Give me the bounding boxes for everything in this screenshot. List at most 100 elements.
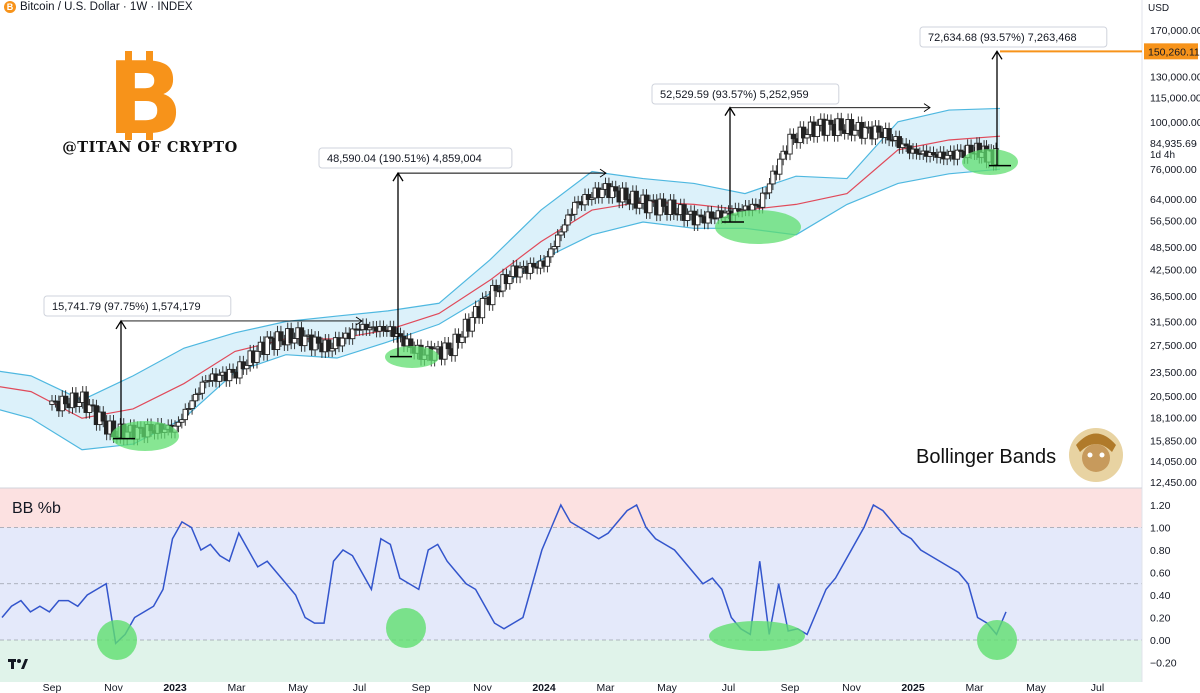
bitcoin-coin-icon: B [4, 1, 16, 13]
pctb-tick-label: 1.00 [1150, 523, 1171, 535]
bitcoin-logo-icon: B [107, 40, 183, 157]
pctb-oversold-highlight [709, 621, 805, 651]
bitcoin-logo-bottom-bar [125, 128, 132, 140]
candle-body [968, 144, 974, 154]
candle-body [763, 192, 769, 195]
candle-body [698, 214, 704, 218]
candle-body [572, 201, 578, 215]
time-tick-label: Jul [722, 682, 735, 693]
candle-body [585, 194, 592, 200]
candle-body [329, 348, 335, 352]
candle-body [647, 200, 653, 214]
candle-body [886, 128, 892, 141]
candle-body [930, 152, 937, 156]
price-tick-label: 20,500.00 [1150, 391, 1197, 403]
candle-body [63, 395, 69, 405]
candle-body [568, 213, 574, 216]
pctb-tick-label: 0.60 [1150, 568, 1171, 580]
oversold-highlight [111, 421, 179, 451]
candle-body [671, 199, 677, 215]
candle-body [278, 331, 284, 342]
candle-body [777, 158, 783, 175]
candle-body [565, 214, 571, 226]
measure-label-box [651, 83, 840, 105]
pctb-oversold-highlight [386, 608, 426, 648]
price-tick-label: 100,000.00 [1150, 117, 1200, 129]
currency-label[interactable]: USD [1148, 3, 1170, 14]
time-tick-label: Mar [227, 682, 246, 693]
pctb-tick-label: 0.40 [1150, 590, 1171, 602]
time-tick-label: May [1026, 682, 1047, 693]
candle-body [558, 231, 564, 236]
tv-logo-dot [17, 659, 21, 663]
measure-label: 15,741.79 (97.75%) 1,574,179 [52, 301, 201, 313]
candle-body [391, 326, 397, 337]
candle-body [609, 186, 615, 199]
measure-label: 48,590.04 (190.51%) 4,859,004 [327, 153, 482, 165]
candle-body [876, 125, 882, 133]
candle-body [216, 374, 223, 382]
candle-body [291, 338, 298, 344]
candle-body [589, 197, 595, 200]
candle-body [749, 203, 756, 211]
candle-body [264, 336, 270, 355]
chart-header: B Bitcoin / U.S. Dollar · 1W · INDEX [4, 1, 193, 13]
candle-body [479, 298, 486, 319]
candle-body [896, 136, 902, 149]
time-tick-label: May [657, 682, 678, 693]
candle-body [790, 133, 797, 140]
candle-body [493, 284, 499, 292]
pctb-tick-label: 0.80 [1150, 545, 1171, 557]
brand-handle: @TITAN OF CRYPTO [62, 139, 237, 156]
measure-h-arrowhead [599, 168, 607, 178]
time-tick-label: Sep [781, 682, 800, 693]
candle-body [189, 400, 195, 409]
candle-body [787, 133, 793, 155]
avatar-face [1082, 444, 1110, 472]
candle-body [766, 183, 773, 194]
candle-body [633, 190, 639, 209]
time-tick-label: Sep [412, 682, 431, 693]
candle-body [862, 126, 868, 139]
measure-h-arrowhead [923, 103, 931, 113]
measure-label: 72,634.68 (93.57%) 7,263,468 [928, 32, 1077, 44]
time-tick-label: 2025 [901, 682, 925, 693]
candle-body [442, 342, 448, 360]
candle-body [913, 148, 920, 154]
candle-body [445, 342, 451, 350]
candle-body [712, 217, 718, 220]
price-tick-label: 23,500.00 [1150, 367, 1197, 379]
candle-body [544, 256, 551, 267]
candle-body [527, 262, 533, 274]
price-tick-label: 18,100.00 [1150, 412, 1197, 424]
candle-body [548, 248, 554, 258]
time-tick-label: Nov [473, 682, 492, 693]
candle-body [681, 204, 687, 221]
time-tick-label: 2024 [532, 682, 556, 693]
candle-body [637, 202, 643, 209]
candle-body [944, 154, 950, 160]
tradingview-logo-icon [8, 659, 28, 669]
price-tick-label: 130,000.00 [1150, 71, 1200, 83]
candle-body [954, 149, 961, 160]
avatar-hair [1076, 433, 1116, 452]
target-price-label: 150,260.11 [1148, 46, 1200, 58]
candle-body [367, 327, 373, 331]
candle-body [326, 339, 332, 352]
price-tick-label: 15,850.00 [1150, 435, 1197, 447]
candle-body [83, 391, 89, 413]
oversold-highlight [715, 210, 801, 244]
candle-body [555, 234, 561, 247]
bitcoin-logo-glyph: B [107, 40, 183, 157]
candle-body [531, 262, 537, 268]
overbought-zone [0, 488, 1142, 528]
basis-line [0, 135, 1001, 419]
measure-label-box [318, 147, 513, 169]
candle-body [237, 361, 243, 379]
candle-body [206, 380, 212, 382]
candle-body [824, 119, 831, 136]
candle-body [739, 209, 745, 212]
oversold-highlight [962, 149, 1018, 175]
countdown-label: 1d 4h [1150, 150, 1175, 161]
